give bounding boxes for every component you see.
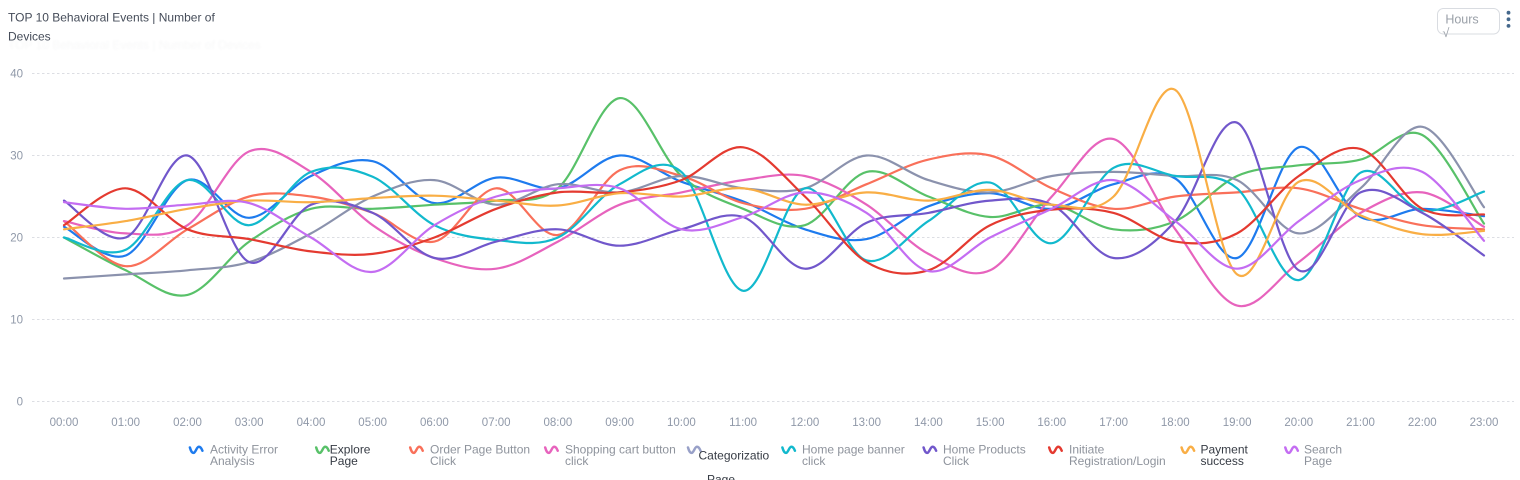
svg-text:Hours: Hours: [1445, 13, 1478, 27]
svg-text:Devices: Devices: [8, 30, 51, 44]
svg-text:10:00: 10:00: [667, 417, 696, 429]
svg-text:Explore: Explore: [330, 442, 371, 456]
svg-text:01:00: 01:00: [111, 417, 140, 429]
svg-text:TOP 10 Behavioral Events | Num: TOP 10 Behavioral Events | Number of Dev…: [8, 38, 261, 52]
svg-text:13:00: 13:00: [852, 417, 881, 429]
svg-text:21:00: 21:00: [1346, 417, 1375, 429]
svg-text:Home page banner: Home page banner: [802, 442, 905, 456]
svg-text:Order Page Button: Order Page Button: [430, 442, 530, 456]
svg-text:Payment: Payment: [1201, 442, 1249, 456]
svg-text:05:00: 05:00: [358, 417, 387, 429]
svg-text:03:00: 03:00: [235, 417, 264, 429]
svg-text:08:00: 08:00: [544, 417, 573, 429]
svg-text:Shopping cart button: Shopping cart button: [565, 442, 676, 456]
svg-text:40: 40: [10, 69, 23, 81]
svg-text:30: 30: [10, 151, 23, 163]
svg-text:Search: Search: [1304, 442, 1342, 456]
svg-text:14:00: 14:00: [914, 417, 943, 429]
svg-text:√: √: [1443, 26, 1450, 40]
svg-text:20:00: 20:00: [1284, 417, 1313, 429]
svg-text:Categorizatio: Categorizatio: [699, 449, 770, 463]
svg-text:Page: Page: [707, 473, 735, 480]
svg-text:22:00: 22:00: [1408, 417, 1437, 429]
svg-text:10: 10: [10, 315, 23, 327]
svg-text:00:00: 00:00: [50, 417, 79, 429]
svg-text:success: success: [1201, 454, 1244, 468]
svg-text:06:00: 06:00: [420, 417, 449, 429]
svg-text:0: 0: [17, 397, 23, 409]
svg-text:Page: Page: [1304, 454, 1332, 468]
svg-text:09:00: 09:00: [605, 417, 634, 429]
svg-text:16:00: 16:00: [1037, 417, 1066, 429]
svg-text:Registration/Login: Registration/Login: [1069, 454, 1166, 468]
svg-text:Click: Click: [943, 454, 970, 468]
svg-text:Initiate: Initiate: [1069, 442, 1105, 456]
svg-text:click: click: [565, 454, 589, 468]
svg-text:11:00: 11:00: [729, 417, 757, 429]
svg-text:Home Products: Home Products: [943, 442, 1026, 456]
svg-text:18:00: 18:00: [1161, 417, 1190, 429]
svg-text:Page: Page: [330, 454, 358, 468]
svg-text:Activity Error: Activity Error: [210, 442, 278, 456]
svg-text:17:00: 17:00: [1099, 417, 1128, 429]
svg-text:07:00: 07:00: [482, 417, 511, 429]
svg-text:23:00: 23:00: [1470, 417, 1499, 429]
svg-text:Click: Click: [430, 454, 457, 468]
svg-text:click: click: [802, 454, 826, 468]
svg-text:12:00: 12:00: [791, 417, 820, 429]
svg-text:TOP 10 Behavioral Events | Num: TOP 10 Behavioral Events | Number of: [8, 11, 215, 25]
svg-text:19:00: 19:00: [1223, 417, 1252, 429]
svg-text:15:00: 15:00: [976, 417, 1005, 429]
svg-text:20: 20: [10, 233, 23, 245]
svg-text:02:00: 02:00: [173, 417, 202, 429]
svg-text:Analysis: Analysis: [210, 454, 255, 468]
svg-text:04:00: 04:00: [297, 417, 326, 429]
